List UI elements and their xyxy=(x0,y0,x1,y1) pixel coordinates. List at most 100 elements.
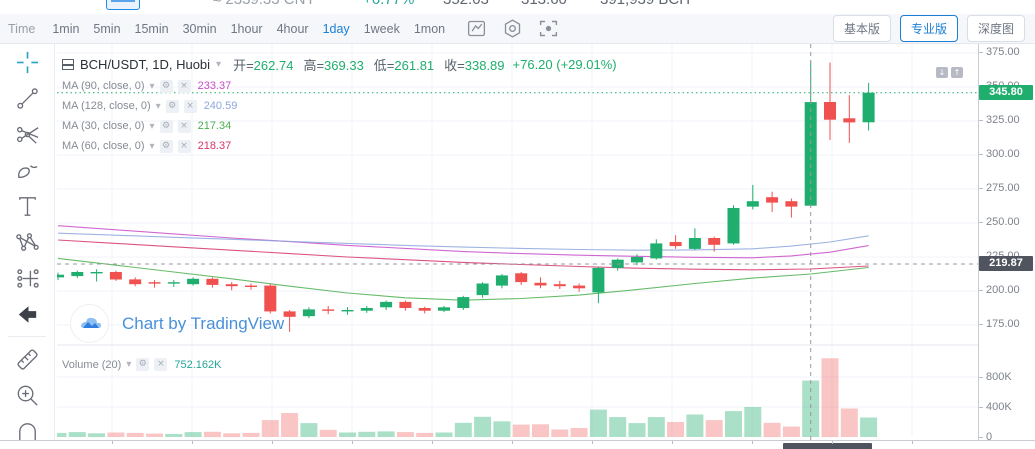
chevron-down-icon[interactable]: ▾ xyxy=(149,120,155,132)
candle xyxy=(708,238,721,245)
interval-1day[interactable]: 1day xyxy=(322,21,350,36)
crosshair-date-label xyxy=(783,443,872,449)
volume-bar xyxy=(57,432,67,437)
current-price-label: 345.80 xyxy=(979,85,1033,101)
trend-line-tool[interactable] xyxy=(0,80,54,116)
close-icon[interactable]: × xyxy=(183,99,197,113)
indicator-value: 240.59 xyxy=(203,100,238,112)
indicator-label[interactable]: MA (30, close, 0) xyxy=(62,120,145,132)
close-icon[interactable]: × xyxy=(177,119,191,133)
time-axis[interactable] xyxy=(0,440,1035,449)
candle xyxy=(380,301,393,308)
volume-bar xyxy=(589,409,607,437)
volume-bar xyxy=(840,408,858,437)
volume-bar xyxy=(628,423,646,437)
interval-1hour[interactable]: 1hour xyxy=(230,21,263,36)
interval-4hour[interactable]: 4hour xyxy=(276,21,309,36)
chevron-down-icon[interactable]: ▾ xyxy=(126,359,132,370)
candle xyxy=(245,285,257,287)
crosshair-tool[interactable] xyxy=(0,44,54,80)
candle xyxy=(109,272,122,280)
candle xyxy=(148,282,161,284)
candle xyxy=(399,301,412,308)
close-icon[interactable]: × xyxy=(177,79,191,93)
time-tick xyxy=(192,441,193,444)
volume-bar xyxy=(860,417,878,437)
chevron-down-icon[interactable]: ▾ xyxy=(155,100,161,112)
volume-bar xyxy=(203,431,221,438)
indicator-label[interactable]: MA (60, close, 0) xyxy=(62,140,145,152)
time-tick xyxy=(832,441,833,444)
time-tick xyxy=(112,441,113,444)
pattern-tool[interactable] xyxy=(0,224,54,260)
pane-down-icon[interactable]: ↓ xyxy=(936,67,948,78)
pane-buttons: ↓ ↑ xyxy=(936,67,963,78)
volume-bar xyxy=(705,420,723,437)
chevron-down-icon[interactable]: ▾ xyxy=(216,59,222,70)
candle xyxy=(631,257,643,263)
gear-icon[interactable]: ⚙ xyxy=(159,139,173,153)
interval-1min[interactable]: 1min xyxy=(52,21,80,36)
mode-button-基本版[interactable]: 基本版 xyxy=(832,15,891,42)
candle xyxy=(746,201,759,207)
mode-button-深度图[interactable]: 深度图 xyxy=(966,15,1025,42)
candlestick-chart[interactable] xyxy=(57,44,978,440)
indicator-icon[interactable] xyxy=(465,18,487,40)
chart-canvas[interactable] xyxy=(57,44,978,440)
price-axis[interactable]: 375.00350.00325.00300.00275.00250.00225.… xyxy=(978,44,1035,443)
candle xyxy=(418,308,431,311)
pane-up-icon[interactable]: ↑ xyxy=(951,67,963,78)
hexagon-settings-icon[interactable] xyxy=(501,18,523,40)
fib-tool[interactable] xyxy=(0,116,54,152)
chevron-down-icon[interactable]: ▾ xyxy=(149,80,155,92)
zoom-in-tool[interactable] xyxy=(0,377,54,413)
interval-15min[interactable]: 15min xyxy=(134,21,169,36)
volume-bar xyxy=(609,417,627,437)
candle xyxy=(650,243,663,259)
candle xyxy=(785,201,798,207)
volume-bar xyxy=(821,358,839,438)
volume-bar xyxy=(319,429,337,437)
volume-24h: 391,939 BCH xyxy=(600,0,690,8)
toolbar-icon-buttons xyxy=(458,18,566,40)
interval-30min[interactable]: 30min xyxy=(182,21,217,36)
crosshair-price-label: 219.87 xyxy=(979,256,1033,272)
series-type-icon[interactable] xyxy=(62,59,74,70)
candle xyxy=(167,282,180,284)
candle xyxy=(824,102,836,120)
change-percent: +6.77% xyxy=(363,0,414,8)
volume-legend-label[interactable]: Volume (20) xyxy=(62,358,122,371)
legend-title[interactable]: BCH/USDT, 1D, Huobi xyxy=(80,57,211,72)
close-icon[interactable]: × xyxy=(154,358,168,371)
candle xyxy=(438,307,450,311)
time-tick xyxy=(912,441,913,444)
tradingview-attribution[interactable]: Chart by TradingView xyxy=(70,304,284,343)
candle xyxy=(727,208,740,244)
screenshot-icon[interactable] xyxy=(537,18,559,40)
chevron-down-icon[interactable]: ▾ xyxy=(149,140,155,152)
close-icon[interactable]: × xyxy=(177,139,191,153)
brush-tool[interactable] xyxy=(0,152,54,188)
indicator-label[interactable]: MA (90, close, 0) xyxy=(62,80,145,92)
volume-bar xyxy=(802,380,820,437)
gear-icon[interactable]: ⚙ xyxy=(159,119,173,133)
legend-change: +76.20 (+29.01%) xyxy=(512,57,617,72)
gear-icon[interactable]: ⚙ xyxy=(165,99,179,113)
time-tick xyxy=(592,441,593,444)
forecast-tool[interactable] xyxy=(0,260,54,296)
volume-bar xyxy=(454,422,472,438)
interval-5min[interactable]: 5min xyxy=(93,21,121,36)
interval-1week[interactable]: 1week xyxy=(363,21,400,36)
indicator-label[interactable]: MA (128, close, 0) xyxy=(62,100,151,112)
mode-button-专业版[interactable]: 专业版 xyxy=(899,15,958,42)
ohlc-item: 收=338.89 xyxy=(444,58,505,73)
back-arrow[interactable] xyxy=(0,296,54,332)
gear-icon[interactable]: ⚙ xyxy=(136,358,150,371)
interval-1mon[interactable]: 1mon xyxy=(413,21,446,36)
indicator-row: MA (90, close, 0) ▾ ⚙ × 233.37 xyxy=(62,76,237,96)
ruler-tool[interactable] xyxy=(0,341,54,377)
magnet-tool[interactable] xyxy=(0,413,54,449)
text-tool[interactable] xyxy=(0,188,54,224)
gear-icon[interactable]: ⚙ xyxy=(159,79,173,93)
